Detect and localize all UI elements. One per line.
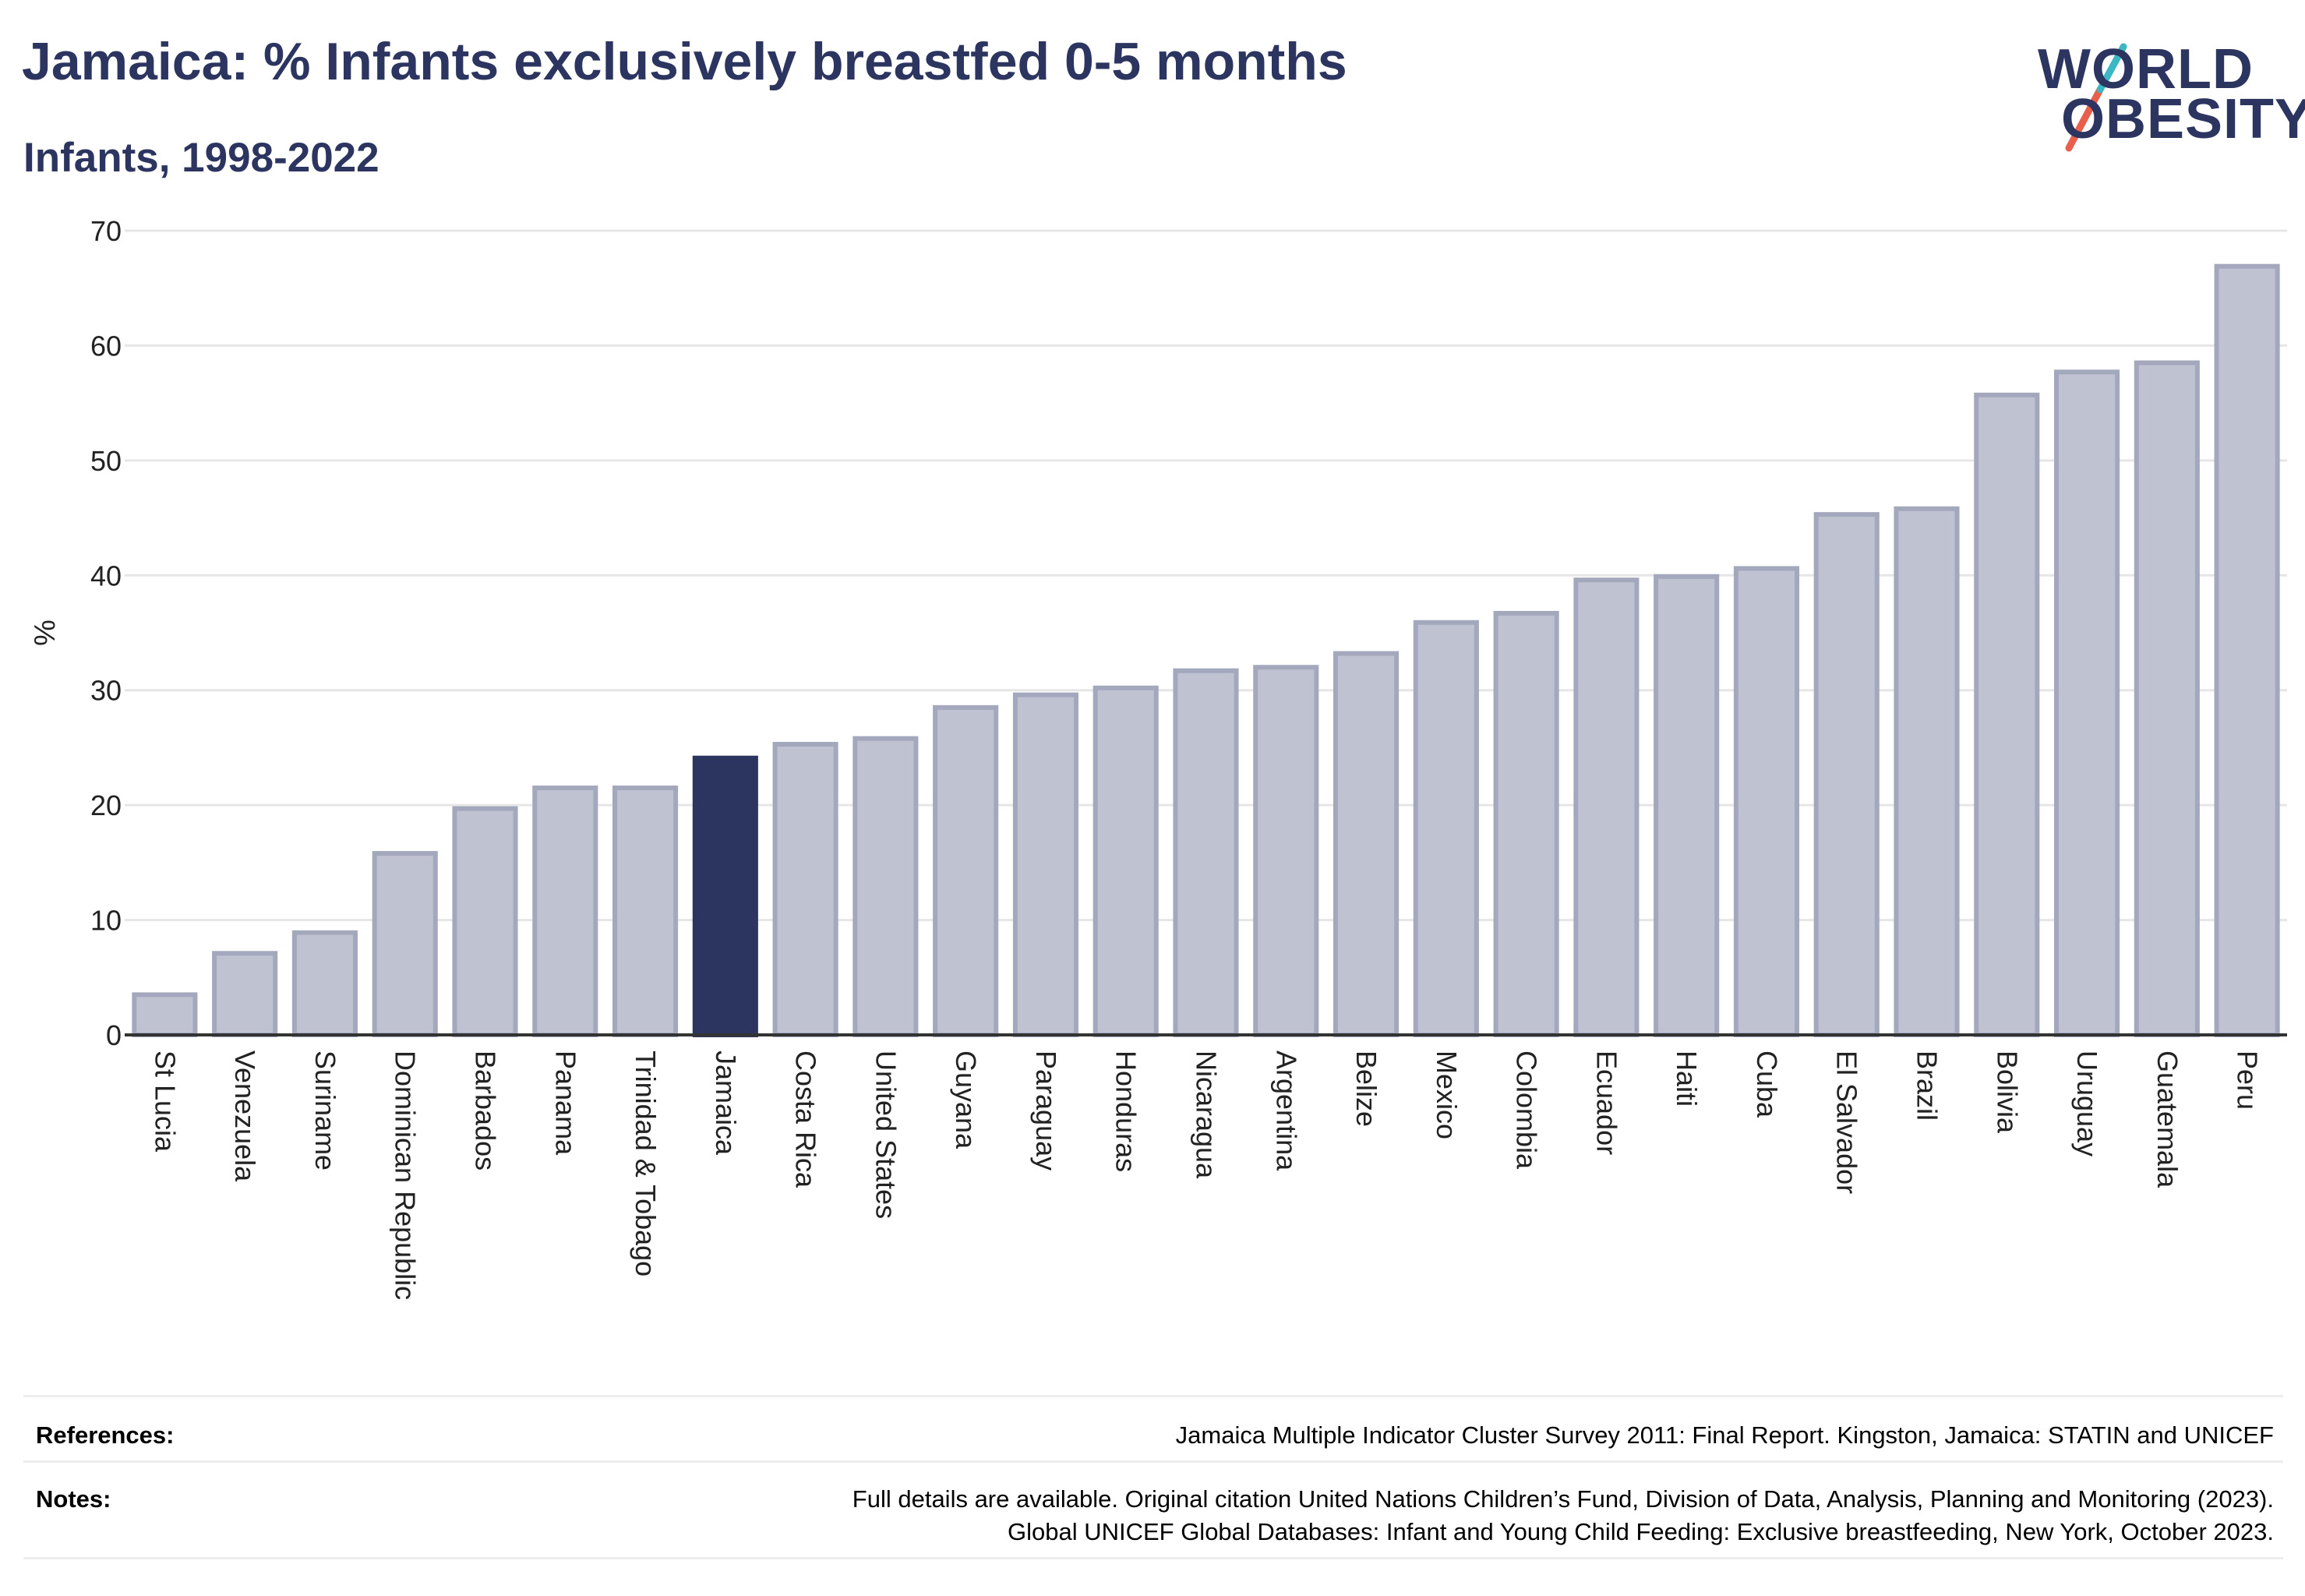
bar [1654, 574, 1720, 1037]
bar [1012, 692, 1079, 1038]
y-tick-label: 50 [90, 445, 122, 477]
world-obesity-logo: WORLD OBESITY [2026, 31, 2305, 164]
bar [1974, 392, 2040, 1037]
bar [1092, 685, 1159, 1037]
y-tick-label: 10 [90, 905, 122, 937]
bar [2054, 369, 2120, 1037]
bar [2214, 263, 2280, 1037]
footer-divider-bottom [23, 1557, 2283, 1559]
x-tick-label: Brazil [1911, 1050, 1943, 1121]
y-tick-label: 60 [90, 330, 122, 362]
x-tick-label: St Lucia [149, 1050, 181, 1153]
bar [1733, 566, 1800, 1037]
y-tick-label: 40 [90, 560, 122, 591]
x-tick-label: Peru [2232, 1050, 2264, 1110]
bar [532, 786, 598, 1037]
y-axis-title: % [29, 620, 62, 646]
x-tick-label: Guyana [950, 1050, 982, 1149]
notes-line-2: Global UNICEF Global Databases: Infant a… [1007, 1518, 2274, 1545]
references-text: Jamaica Multiple Indicator Cluster Surve… [1175, 1421, 2274, 1449]
bar [772, 742, 838, 1038]
notes-line-1: Full details are available. Original cit… [852, 1485, 2274, 1513]
references-label: References: [36, 1421, 175, 1449]
x-tick-label: El Salvador [1831, 1050, 1863, 1194]
bar-chart: 0 10 20 30 40 50 60 70% St Lucia Venezuela Surinam… [29, 215, 2287, 1300]
x-tick-label: Haiti [1671, 1050, 1703, 1107]
notes-label: Notes: [36, 1485, 111, 1513]
logo-text-world: WORLD [2038, 38, 2254, 101]
y-tick-label: 0 [106, 1019, 122, 1051]
bar [852, 736, 919, 1037]
bar [1493, 610, 1559, 1037]
x-tick-label: Mexico [1431, 1050, 1463, 1139]
x-tick-label: Jamaica [710, 1050, 742, 1156]
x-tick-label: Ecuador [1590, 1050, 1622, 1155]
chart-subtitle: Infants, 1998-2022 [23, 135, 379, 181]
x-tick-label: Nicaragua [1191, 1050, 1223, 1179]
bar [612, 786, 679, 1037]
x-tick-label: Colombia [1511, 1050, 1543, 1170]
y-tick-label: 30 [90, 675, 122, 707]
logo-slash-teal [2096, 43, 2127, 94]
x-tick-label: Paraguay [1030, 1050, 1062, 1171]
footer-divider-mid [23, 1460, 2283, 1463]
bar [372, 851, 438, 1038]
logo-text-obesity: OBESITY [2061, 88, 2305, 150]
x-tick-label: Argentina [1270, 1050, 1302, 1171]
bar [1253, 665, 1319, 1037]
bar [1813, 512, 1880, 1037]
bar [212, 951, 278, 1037]
x-tick-label: Belize [1350, 1050, 1382, 1127]
bar [1173, 668, 1239, 1037]
bar [1894, 506, 1960, 1037]
bar [1413, 620, 1479, 1037]
bar [692, 755, 758, 1037]
x-tick-label: Bolivia [1991, 1050, 2023, 1134]
x-tick-label: Costa Rica [790, 1050, 822, 1188]
x-tick-label: Trinidad & Tobago [630, 1050, 662, 1276]
x-tick-label: Uruguay [2071, 1050, 2103, 1156]
y-tick-label: 20 [90, 789, 122, 821]
footer-divider-top [23, 1395, 2283, 1397]
x-tick-label: Guatemala [2151, 1050, 2183, 1188]
logo-slash-icon [2065, 43, 2127, 152]
y-tick-label: 70 [90, 215, 122, 247]
x-tick-label: Barbados [470, 1050, 502, 1171]
x-tick-label: Venezuela [229, 1050, 261, 1182]
logo-slash-red [2065, 86, 2104, 152]
bar [933, 704, 999, 1037]
bar [132, 992, 198, 1038]
x-tick-label: United States [870, 1050, 902, 1219]
x-tick-label: Honduras [1110, 1050, 1142, 1172]
x-tick-label: Suriname [309, 1050, 341, 1171]
bar [1573, 577, 1640, 1037]
bar [2134, 360, 2200, 1037]
bar [452, 806, 518, 1037]
bar [291, 930, 358, 1037]
x-tick-label: Panama [549, 1050, 581, 1156]
bar [1333, 651, 1400, 1038]
x-tick-label: Cuba [1751, 1050, 1783, 1118]
chart-title: Jamaica: % Infants exclusively breastfed… [22, 32, 1347, 91]
x-tick-label: Dominican Republic [390, 1050, 422, 1300]
